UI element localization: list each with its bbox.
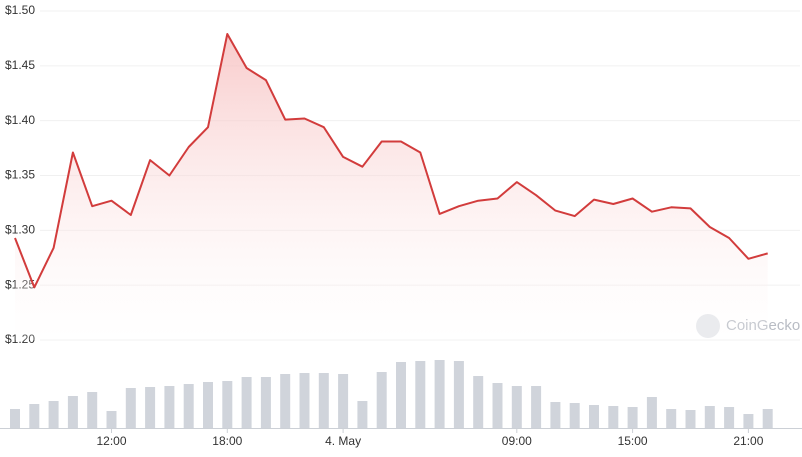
volume-bar	[48, 401, 59, 428]
volume-bar	[203, 382, 213, 428]
x-tick-label: 15:00	[618, 434, 648, 448]
volume-bar	[666, 409, 677, 428]
y-tick-label: $1.35	[5, 168, 35, 182]
volume-bar	[531, 386, 542, 428]
volume-bar	[125, 388, 136, 428]
y-tick-label: $1.45	[5, 58, 35, 72]
volume-bar	[299, 373, 310, 428]
volume-bar	[222, 381, 233, 428]
volume-bar	[434, 360, 445, 428]
volume-bar	[183, 384, 194, 428]
x-tick-label: 09:00	[502, 434, 532, 448]
volume-bar	[280, 374, 291, 428]
volume-bar	[511, 386, 522, 428]
area-fill	[15, 34, 768, 340]
x-tick-label: 21:00	[733, 434, 763, 448]
volume-bar	[627, 407, 638, 428]
x-tick-label: 12:00	[96, 434, 126, 448]
volume-bar	[29, 404, 40, 428]
x-tick-label: 4. May	[325, 434, 361, 448]
volume-bar	[608, 406, 619, 428]
x-tick-label: 18:00	[212, 434, 242, 448]
price-line	[14, 33, 768, 289]
volume-bar	[10, 409, 20, 428]
volume-bar	[704, 406, 715, 428]
volume-bar	[376, 372, 387, 428]
volume-bar	[87, 392, 98, 428]
volume-bar	[318, 373, 329, 428]
volume-bar	[453, 361, 464, 428]
volume-bar	[145, 387, 156, 428]
volume-bar	[762, 409, 773, 428]
volume-bar	[550, 402, 561, 428]
y-tick-label: $1.30	[5, 223, 35, 237]
volume-bar	[473, 376, 484, 428]
volume-bar	[589, 405, 599, 428]
volume-bar	[164, 386, 175, 428]
volume-bar	[685, 410, 696, 428]
y-tick-label: $1.40	[5, 113, 35, 127]
volume-bar	[260, 377, 271, 428]
volume-bar	[492, 383, 503, 428]
y-tick-label: $1.50	[5, 3, 35, 17]
volume-bar	[569, 403, 580, 428]
volume-bar	[357, 401, 368, 428]
volume-bar	[415, 361, 426, 428]
volume-bar	[106, 411, 117, 428]
volume-bar	[646, 397, 657, 428]
volume-bar	[724, 407, 735, 428]
volume-bar	[241, 377, 252, 428]
volume-bar	[396, 362, 406, 428]
volume-bar	[338, 374, 349, 428]
volume-bar	[743, 414, 754, 428]
volume-bar	[67, 396, 78, 428]
